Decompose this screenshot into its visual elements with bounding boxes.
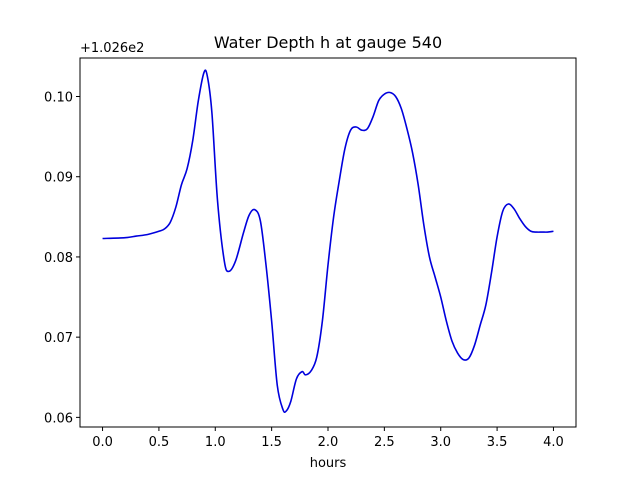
plot-area-frame: [79, 57, 577, 428]
y-tick-label: 0.10: [44, 91, 73, 106]
y-tick-label: 0.06: [44, 411, 73, 426]
x-tick-label: 3.0: [430, 435, 451, 450]
y-axis: 0.06 0.07 0.08 0.09 0.10: [44, 91, 80, 426]
x-tick-label: 1.0: [205, 435, 226, 450]
x-tick-label: 3.5: [487, 435, 508, 450]
x-axis-label: hours: [310, 456, 347, 471]
x-tick-label: 1.5: [261, 435, 282, 450]
y-tick-label: 0.09: [44, 171, 73, 186]
series-layer: [102, 69, 554, 414]
series-line: [102, 69, 554, 414]
y-tick-label: 0.07: [44, 331, 73, 346]
x-tick-label: 4.0: [543, 435, 564, 450]
x-tick-label: 0.0: [92, 435, 113, 450]
y-tick-label: 0.08: [44, 251, 73, 266]
x-tick-label: 0.5: [149, 435, 170, 450]
x-tick-label: 2.0: [318, 435, 339, 450]
x-tick-label: 2.5: [374, 435, 395, 450]
chart-title: Water Depth h at gauge 540: [214, 33, 442, 52]
x-axis: 0.0 0.5 1.0 1.5 2.0 2.5 3.0 3.5 4.0: [92, 427, 564, 450]
y-offset-label: +1.026e2: [80, 41, 144, 56]
